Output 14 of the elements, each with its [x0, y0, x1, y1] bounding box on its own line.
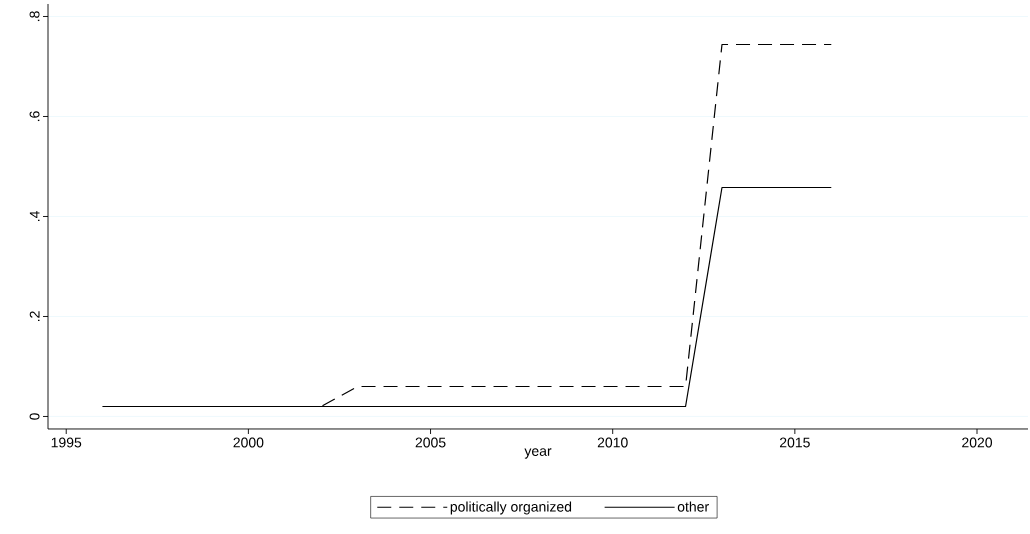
y-tick-label: .4: [29, 211, 40, 222]
y-tick-label: .2: [29, 311, 40, 322]
x-tick-label: 2020: [962, 437, 993, 448]
x-tick-label: 1995: [51, 437, 82, 448]
y-tick-label: .8: [29, 11, 40, 22]
y-tick-label: .6: [29, 111, 40, 122]
x-tick-label: 2005: [415, 437, 446, 448]
legend-label: politically organized: [450, 501, 572, 515]
x-axis-title: year: [524, 448, 552, 459]
legend-label: other: [677, 501, 709, 512]
x-tick-label: 2000: [233, 437, 264, 448]
x-tick-label: 2015: [779, 437, 810, 448]
y-tick-label: 0: [29, 413, 40, 420]
x-tick-label: 2010: [597, 437, 628, 448]
